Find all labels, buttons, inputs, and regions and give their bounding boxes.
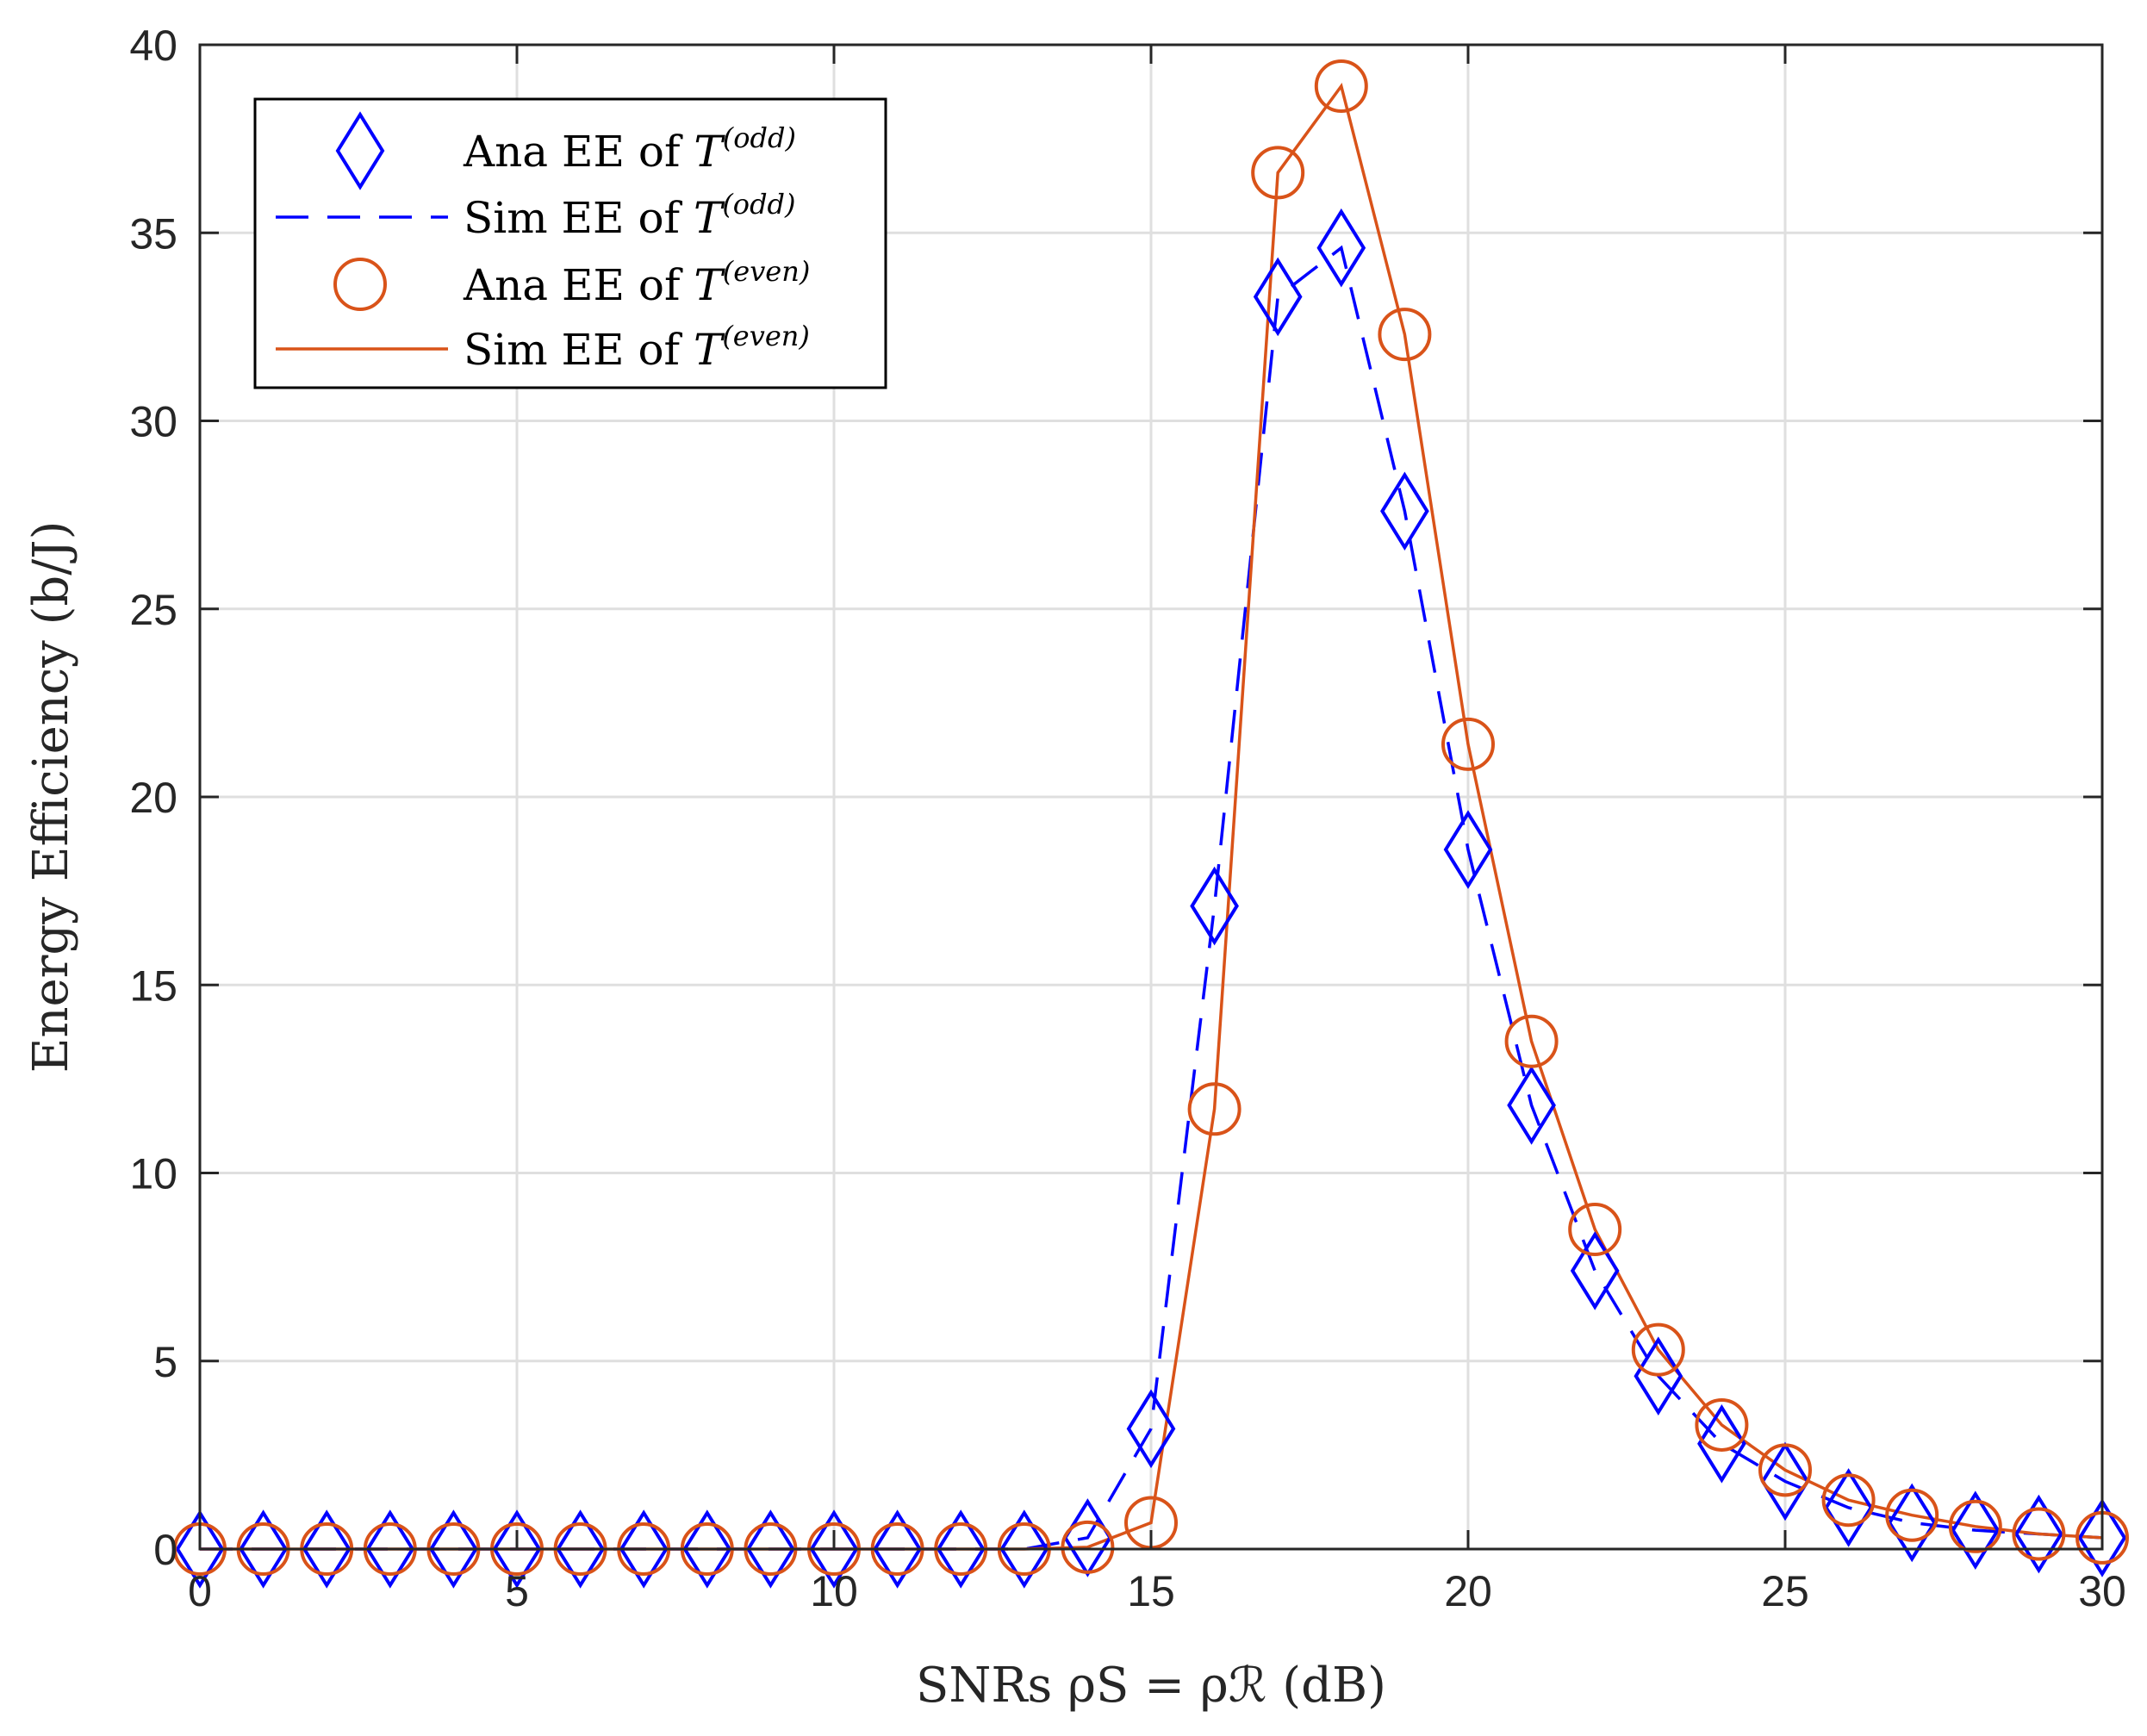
circle-marker bbox=[1695, 1397, 1749, 1452]
legend-circle-icon bbox=[333, 258, 387, 311]
y-tick-label: 15 bbox=[129, 961, 177, 1010]
diamond-marker bbox=[302, 1509, 352, 1589]
diamond-marker bbox=[746, 1509, 795, 1589]
legend-label: Sim EE of T(even) bbox=[464, 320, 810, 375]
diamond-marker bbox=[999, 1509, 1049, 1589]
circle-marker bbox=[1378, 308, 1432, 362]
diamond-marker bbox=[1570, 1231, 1620, 1310]
diamond-marker bbox=[1380, 471, 1429, 551]
diamond-marker bbox=[1126, 1389, 1176, 1469]
x-tick-label: 20 bbox=[1444, 1567, 1492, 1615]
legend-label: Sim EE of T(odd) bbox=[464, 188, 796, 243]
y-tick-label: 5 bbox=[153, 1338, 177, 1386]
diamond-marker bbox=[619, 1509, 669, 1589]
diamond-marker bbox=[175, 1509, 225, 1589]
diamond-marker bbox=[429, 1509, 478, 1589]
legend-entry: Sim EE of T(even) bbox=[276, 320, 810, 375]
diamond-marker bbox=[2077, 1498, 2127, 1577]
series-markers-ana-odd bbox=[175, 208, 2127, 1589]
y-tick-label: 10 bbox=[129, 1150, 177, 1198]
diamond-marker bbox=[2014, 1494, 2063, 1574]
diamond-marker bbox=[556, 1509, 605, 1589]
x-tick-label: 5 bbox=[505, 1567, 529, 1615]
y-tick-label: 40 bbox=[129, 22, 177, 70]
y-tick-label: 30 bbox=[129, 398, 177, 446]
diamond-marker bbox=[1824, 1468, 1873, 1547]
diamond-marker bbox=[1634, 1336, 1683, 1416]
diamond-marker bbox=[809, 1509, 859, 1589]
circle-marker bbox=[1061, 1520, 1115, 1574]
legend-entry: Ana EE of T(odd) bbox=[335, 111, 796, 190]
circle-marker bbox=[1821, 1473, 1876, 1528]
y-tick-label: 20 bbox=[129, 774, 177, 822]
diamond-marker bbox=[1190, 866, 1239, 946]
diamond-marker bbox=[239, 1509, 288, 1589]
diamond-marker bbox=[936, 1509, 986, 1589]
legend-box bbox=[253, 97, 887, 389]
diamond-marker bbox=[1951, 1490, 2001, 1570]
x-tick-label: 0 bbox=[188, 1567, 212, 1615]
legend-label: Ana EE of T(odd) bbox=[463, 121, 796, 177]
diamond-marker bbox=[873, 1509, 922, 1589]
y-axis-title: Energy Efficiency (b/J) bbox=[23, 521, 79, 1073]
diamond-marker bbox=[492, 1509, 542, 1589]
circle-marker bbox=[2012, 1507, 2066, 1561]
diamond-marker bbox=[1443, 810, 1493, 889]
circle-marker bbox=[1187, 1082, 1242, 1136]
diamond-marker bbox=[1253, 257, 1303, 337]
y-tick-label: 0 bbox=[153, 1526, 177, 1574]
legend: Ana EE of T(odd) Sim EE of T(odd) Ana EE o… bbox=[253, 97, 887, 389]
diamond-marker bbox=[1697, 1403, 1746, 1484]
diamond-marker bbox=[365, 1509, 415, 1589]
diamond-marker bbox=[1887, 1483, 1937, 1563]
circle-marker bbox=[1631, 1322, 1685, 1377]
x-tick-label: 15 bbox=[1127, 1567, 1175, 1615]
circle-marker bbox=[1758, 1443, 1812, 1497]
legend-label: Ana EE of T(even) bbox=[463, 255, 810, 310]
circle-marker bbox=[1251, 146, 1305, 200]
circle-marker bbox=[1568, 1202, 1622, 1256]
circle-marker bbox=[1314, 59, 1368, 114]
diamond-marker bbox=[682, 1509, 732, 1589]
diamond-marker bbox=[1760, 1441, 1810, 1521]
legend-diamond-icon bbox=[335, 111, 385, 190]
diamond-marker bbox=[1316, 208, 1366, 288]
circle-marker bbox=[1504, 1014, 1559, 1068]
x-tick-label: 10 bbox=[810, 1567, 858, 1615]
x-tick-label: 25 bbox=[1761, 1567, 1809, 1615]
circle-marker bbox=[1948, 1499, 2002, 1553]
legend-entry: Ana EE of T(even) bbox=[333, 255, 810, 311]
diamond-marker bbox=[1507, 1066, 1556, 1145]
circle-marker bbox=[1441, 717, 1495, 771]
y-tick-label: 25 bbox=[129, 586, 177, 634]
x-axis-title: SNRs ρS = ρℛ (dB) bbox=[916, 1658, 1386, 1714]
legend-entry: Sim EE of T(odd) bbox=[276, 188, 796, 243]
axis-ticks: 0 5 10 15 20 25 30 0 5 10 15 20 25 30 35 40 bbox=[129, 22, 2125, 1615]
x-tick-label: 30 bbox=[2078, 1567, 2126, 1615]
circle-marker bbox=[1885, 1488, 1939, 1542]
y-tick-label: 35 bbox=[129, 209, 177, 258]
